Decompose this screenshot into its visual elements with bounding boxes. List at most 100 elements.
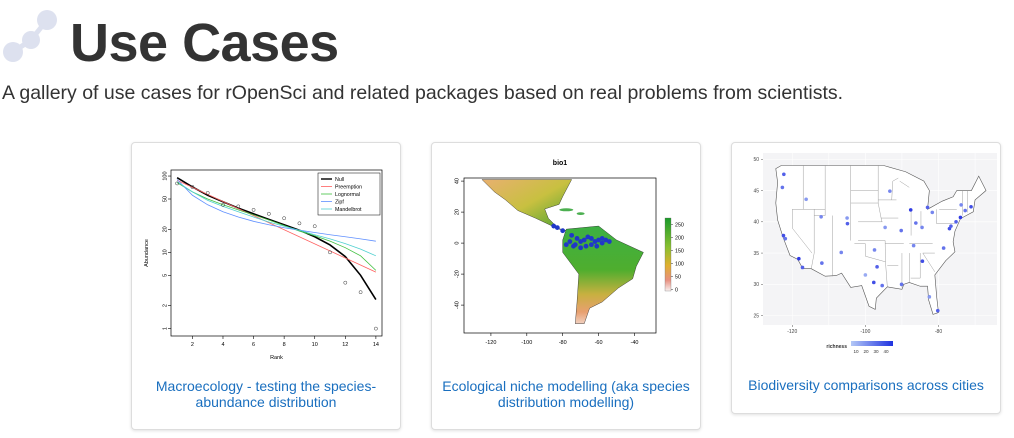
y-tick-label: 40 <box>454 178 460 184</box>
x-tick-label: 4 <box>221 342 224 348</box>
occurrence-point <box>563 242 569 248</box>
city-point <box>969 204 973 209</box>
y-tick-label: 50 <box>162 196 168 202</box>
occurrence-point <box>603 237 609 243</box>
city-point <box>941 246 946 250</box>
city-point <box>883 225 887 230</box>
observed-point <box>328 250 332 255</box>
y-axis-label: Abundance <box>144 239 150 267</box>
x-tick-label: 8 <box>283 342 286 348</box>
observed-point <box>175 181 179 186</box>
occurrence-point <box>578 239 584 244</box>
city-point <box>871 280 876 285</box>
occurrence-point <box>574 236 580 241</box>
plot-frame <box>170 169 383 337</box>
observed-point <box>221 202 225 207</box>
observed-point <box>205 191 210 195</box>
legend-label: Lognormal <box>335 192 360 198</box>
x-tick-label: 14 <box>373 342 379 348</box>
series-line-zipf <box>176 179 376 242</box>
observed-point <box>236 204 241 209</box>
y-tick-label: 5 <box>162 274 168 277</box>
occurrence-point <box>594 243 600 249</box>
page-subtitle: A gallery of use cases for rOpenSci and … <box>2 82 844 104</box>
state-border <box>854 243 886 263</box>
series-line-lognormal <box>176 182 377 271</box>
legend-label: Zipf <box>335 200 344 206</box>
city-point <box>899 228 904 233</box>
use-case-card-niche-modelling[interactable]: bio1 -120 -100 -80 -60 -40 40 20 0 -20 -40 250 200 15… <box>431 142 701 430</box>
city-point <box>797 256 801 261</box>
state-border <box>910 253 921 279</box>
city-point <box>783 236 788 241</box>
series-line-null <box>176 177 377 301</box>
abundance-distribution-chart: 2 4 6 8 10 12 14 100 50 20 10 5 2 1 Rank Abundance Null P… <box>144 169 383 361</box>
use-case-caption-macroecology[interactable]: Macroecology - testing the species-abund… <box>155 378 377 410</box>
city-richness-map: -120 -100 -80 50 45 40 35 30 25 richness 10 20 30 40 <box>753 153 997 354</box>
us-outline <box>775 165 987 315</box>
y-tick-label: 50 <box>753 157 759 163</box>
city-point <box>920 225 924 230</box>
y-tick-label: 0 <box>454 242 460 245</box>
state-border <box>792 209 813 254</box>
state-border <box>922 252 936 272</box>
legend-tick-label: 20 <box>863 349 869 354</box>
occurrence-point <box>578 245 584 251</box>
south-america-shape <box>562 225 644 324</box>
colorbar-tick-label: 100 <box>675 262 684 268</box>
x-tick-label: -120 <box>485 340 496 346</box>
caribbean-island <box>559 208 574 212</box>
occurrence-point <box>571 243 576 249</box>
city-point <box>781 233 786 238</box>
x-tick-label: -40 <box>630 340 638 346</box>
city-point <box>920 259 925 264</box>
colorbar <box>664 217 672 292</box>
city-point <box>927 295 932 299</box>
city-point <box>899 282 904 287</box>
observed-point <box>297 221 302 226</box>
occurrence-point <box>560 228 566 234</box>
logo-dots-icon <box>3 10 57 62</box>
y-tick-label: 40 <box>753 220 759 226</box>
y-tick-label: 20 <box>454 209 460 215</box>
city-point <box>963 208 967 213</box>
use-case-caption-biodiversity[interactable]: Biodiversity comparisons across cities <box>748 377 984 393</box>
use-case-card-biodiversity[interactable]: -120 -100 -80 50 45 40 35 30 25 richness 10 20 30 40 … <box>731 142 1001 414</box>
state-border <box>891 177 899 200</box>
legend-title: richness <box>826 344 847 350</box>
colorbar-tick-label: 150 <box>675 249 684 255</box>
city-point <box>954 220 958 224</box>
x-tick-label: -100 <box>860 329 870 335</box>
city-point <box>863 273 868 277</box>
occurrence-point <box>581 237 587 243</box>
x-tick-label: -80 <box>935 329 942 335</box>
y-tick-label: 35 <box>753 251 759 257</box>
x-tick-label: 2 <box>191 342 194 348</box>
occurrence-point <box>585 234 591 240</box>
city-point <box>959 203 963 207</box>
use-case-card-macroecology[interactable]: 2 4 6 8 10 12 14 100 50 20 10 5 2 1 Rank Abundance Null P… <box>131 142 401 430</box>
occurrence-point <box>569 232 575 238</box>
ropensci-logo <box>3 10 57 62</box>
use-case-caption-niche-modelling[interactable]: Ecological niche modelling (aka species … <box>442 378 690 410</box>
state-border <box>884 240 888 287</box>
page-title: Use Cases <box>70 13 339 73</box>
observed-point <box>343 280 348 285</box>
x-tick-label: 10 <box>312 342 318 348</box>
observed-point <box>190 185 195 189</box>
colorbar-tick-label: 200 <box>675 236 684 242</box>
city-point <box>880 283 884 288</box>
city-point <box>819 214 823 219</box>
legend-tick-label: 10 <box>853 349 859 354</box>
observed-point <box>374 326 378 331</box>
occurrence-point <box>592 239 598 244</box>
y-tick-label: 20 <box>162 226 168 232</box>
legend-label: Mandelbrot <box>335 207 362 213</box>
colorbar-tick-label: 250 <box>675 223 684 229</box>
legend-tick-label: 30 <box>873 349 879 354</box>
observed-point <box>251 208 256 212</box>
y-tick-label: 10 <box>162 249 168 255</box>
y-tick-label: -40 <box>454 301 460 309</box>
y-tick-label: 45 <box>753 188 759 194</box>
occurrence-point <box>589 236 594 241</box>
